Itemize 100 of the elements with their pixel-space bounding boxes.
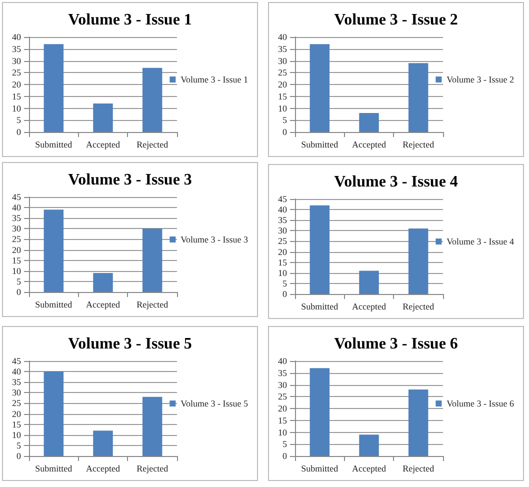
x-tick-label: Submitted — [301, 302, 339, 312]
x-tick-label: Rejected — [402, 464, 435, 474]
x-tick-label: Accepted — [352, 302, 386, 312]
y-tick-label: 20 — [278, 80, 288, 90]
bar — [44, 210, 64, 292]
chart-title: Volume 3 - Issue 4 — [334, 174, 458, 190]
y-tick-label: 45 — [12, 192, 22, 202]
x-tick-label: Rejected — [402, 302, 435, 312]
y-tick-label: 5 — [282, 115, 288, 126]
y-tick-label: 45 — [278, 194, 288, 204]
y-tick-label: 0 — [282, 289, 288, 299]
bar — [44, 44, 64, 132]
x-tick-label: Submitted — [35, 140, 73, 150]
legend-label: Volume 3 - Issue 1 — [180, 74, 248, 84]
y-tick-label: 25 — [12, 234, 22, 244]
y-tick-label: 40 — [12, 202, 22, 213]
y-tick-label: 0 — [16, 451, 22, 461]
y-tick-label: 0 — [16, 287, 22, 297]
y-tick-label: 0 — [16, 127, 22, 137]
y-tick-label: 35 — [12, 44, 22, 54]
x-tick-label: Rejected — [136, 140, 169, 150]
x-tick-label: Accepted — [86, 464, 120, 474]
legend-label: Volume 3 - Issue 3 — [180, 234, 248, 244]
y-tick-label: 25 — [278, 68, 288, 78]
y-tick-label: 20 — [12, 408, 22, 419]
y-tick-label: 10 — [278, 427, 288, 438]
bar — [44, 372, 64, 456]
y-tick-label: 5 — [16, 440, 22, 450]
y-tick-label: 40 — [12, 32, 22, 42]
x-tick-label: Rejected — [136, 464, 169, 474]
y-tick-label: 20 — [12, 244, 22, 255]
y-tick-label: 40 — [278, 204, 288, 215]
y-tick-label: 25 — [278, 392, 288, 402]
y-tick-label: 25 — [12, 398, 22, 408]
y-tick-label: 0 — [282, 451, 288, 461]
y-tick-label: 10 — [278, 268, 288, 278]
legend-label: Volume 3 - Issue 5 — [180, 398, 248, 408]
y-tick-label: 40 — [278, 32, 288, 42]
y-tick-label: 25 — [278, 236, 288, 246]
y-tick-label: 30 — [12, 56, 22, 66]
legend-label: Volume 3 - Issue 2 — [446, 74, 514, 84]
y-tick-label: 15 — [12, 91, 22, 102]
x-tick-label: Submitted — [35, 300, 73, 310]
y-tick-label: 30 — [278, 380, 288, 390]
y-tick-label: 20 — [12, 80, 22, 90]
x-tick-label: Submitted — [301, 464, 339, 474]
y-tick-label: 30 — [278, 226, 288, 236]
chart-title: Volume 3 - Issue 1 — [68, 12, 192, 28]
y-tick-label: 30 — [278, 56, 288, 66]
y-tick-label: 25 — [12, 68, 22, 78]
y-tick-label: 20 — [278, 246, 288, 257]
bar — [408, 390, 428, 456]
y-tick-label: 10 — [12, 430, 22, 440]
bar — [408, 63, 428, 132]
y-tick-label: 35 — [278, 215, 288, 226]
y-tick-label: 30 — [12, 224, 22, 234]
x-tick-label: Accepted — [86, 140, 120, 150]
chart-title: Volume 3 - Issue 6 — [334, 336, 458, 352]
bar — [93, 430, 113, 456]
chart-title: Volume 3 - Issue 5 — [68, 336, 192, 352]
y-tick-label: 0 — [282, 127, 288, 137]
chart-title: Volume 3 - Issue 2 — [334, 12, 458, 28]
x-tick-label: Rejected — [402, 140, 435, 150]
y-tick-label: 5 — [16, 276, 22, 286]
y-tick-label: 40 — [278, 356, 288, 366]
y-tick-label: 5 — [282, 439, 288, 450]
x-tick-label: Accepted — [352, 464, 386, 474]
y-tick-label: 35 — [278, 44, 288, 54]
y-tick-label: 30 — [12, 388, 22, 398]
x-tick-label: Submitted — [301, 140, 339, 150]
bar — [142, 396, 162, 456]
y-tick-label: 45 — [12, 356, 22, 366]
bar — [359, 113, 379, 132]
x-tick-label: Accepted — [86, 300, 120, 310]
legend-label: Volume 3 - Issue 4 — [446, 236, 514, 246]
chart-title: Volume 3 - Issue 3 — [68, 172, 192, 188]
bar — [408, 228, 428, 294]
x-tick-label: Rejected — [136, 300, 169, 310]
y-tick-label: 40 — [12, 366, 22, 377]
y-tick-label: 5 — [16, 115, 22, 126]
y-tick-label: 10 — [278, 103, 288, 114]
bar — [142, 68, 162, 132]
bar — [310, 205, 330, 294]
y-tick-label: 15 — [278, 257, 288, 268]
bar — [310, 368, 330, 456]
y-tick-label: 15 — [12, 255, 22, 266]
y-tick-label: 15 — [278, 415, 288, 426]
x-tick-label: Submitted — [35, 464, 73, 474]
bar — [359, 434, 379, 456]
legend-label: Volume 3 - Issue 6 — [446, 398, 514, 408]
y-tick-label: 20 — [278, 404, 288, 414]
y-tick-label: 5 — [282, 278, 288, 288]
bar — [93, 104, 113, 132]
y-tick-label: 35 — [12, 377, 22, 388]
bar — [142, 228, 162, 292]
y-tick-label: 35 — [278, 368, 288, 378]
y-tick-label: 35 — [12, 213, 22, 224]
y-tick-label: 10 — [12, 266, 22, 276]
bar — [359, 270, 379, 294]
bar — [310, 44, 330, 132]
